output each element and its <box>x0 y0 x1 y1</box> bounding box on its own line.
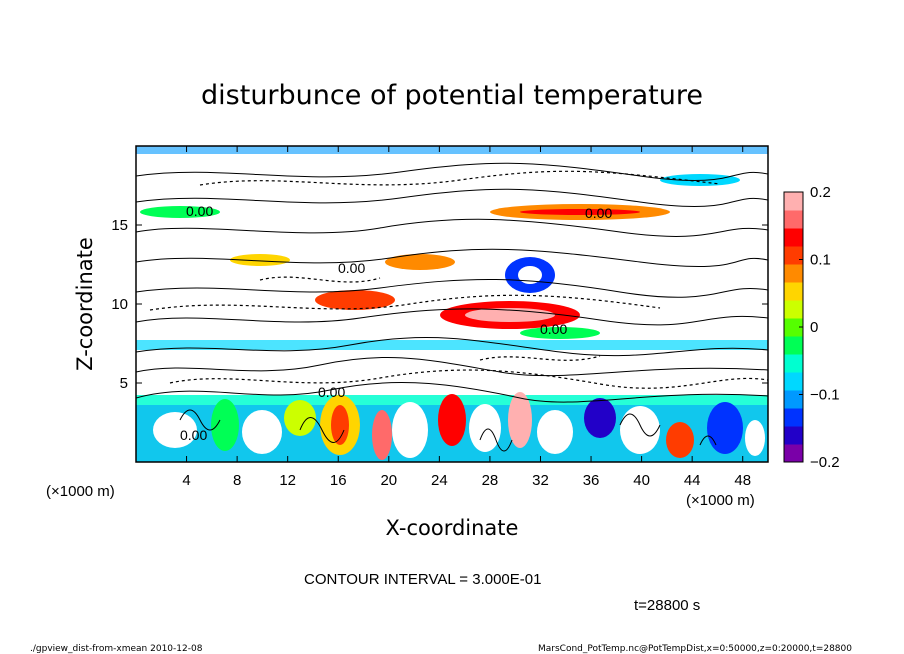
colorbar-cell <box>784 282 803 301</box>
colorbar-cell <box>784 354 803 373</box>
x-tick-label: 40 <box>633 472 650 489</box>
x-tick-label: 20 <box>380 472 397 489</box>
lower-plumes <box>153 392 765 460</box>
x-tick-label: 48 <box>734 472 751 489</box>
y-tick-label: 15 <box>111 217 128 234</box>
colorbar-cell <box>784 192 803 211</box>
x-tick-label: 24 <box>431 472 448 489</box>
colorbar-cell <box>784 336 803 355</box>
colorbar-cell <box>784 210 803 229</box>
contour-label: 0.00 <box>540 321 567 337</box>
colorbar-cell <box>784 390 803 409</box>
colorbar-cells <box>784 192 803 463</box>
colorbar-cell <box>784 408 803 427</box>
y-unit-label: (×1000 m) <box>46 483 115 500</box>
colorbar-tick-label: 0.2 <box>810 184 831 201</box>
middle-band <box>136 254 768 350</box>
heatmap-field: 0.00 0.00 0.00 0.00 0.00 0.00 <box>136 146 768 462</box>
y-axis-ticks: 5 10 15 <box>111 217 768 392</box>
x-tick-label: 12 <box>279 472 296 489</box>
y-tick-label: 10 <box>111 296 128 313</box>
y-tick-label: 5 <box>120 375 128 392</box>
colorbar-ticks: 0.2 0.1 0 −0.1 −0.2 <box>799 184 840 471</box>
colorbar-cell <box>784 444 803 463</box>
contour-label: 0.00 <box>186 203 213 219</box>
x-axis-label: X-coordinate <box>386 516 519 540</box>
colorbar-tick-label: 0.1 <box>810 252 831 269</box>
x-axis-ticks: 4 8 12 16 20 24 28 32 36 40 44 48 <box>182 146 751 489</box>
contour-label: 0.00 <box>585 205 612 221</box>
footer-right: MarsCond_PotTemp.nc@PotTempDist,x=0:5000… <box>538 644 852 654</box>
x-tick-label: 16 <box>330 472 347 489</box>
colorbar-cell <box>784 300 803 319</box>
x-unit-label: (×1000 m) <box>686 492 755 509</box>
time-text: t=28800 s <box>634 597 700 614</box>
dashed-contours <box>149 170 768 389</box>
plot-area: 0.00 0.00 0.00 0.00 0.00 0.00 <box>135 145 769 463</box>
contour-label: 0.00 <box>318 384 345 400</box>
colorbar-cell <box>784 246 803 265</box>
y-axis-label: Z-coordinate <box>73 237 97 371</box>
x-tick-label: 44 <box>684 472 701 489</box>
upper-band <box>136 146 768 266</box>
contour-label: 0.00 <box>338 260 365 276</box>
colorbar-cell <box>784 228 803 247</box>
x-tick-label: 28 <box>482 472 499 489</box>
colorbar-tick-label: 0 <box>810 319 818 336</box>
colorbar-cell <box>784 372 803 391</box>
chart-title: disturbunce of potential temperature <box>201 80 703 111</box>
contour-label: 0.00 <box>180 427 207 443</box>
x-tick-label: 8 <box>233 472 241 489</box>
colorbar-tick-label: −0.1 <box>810 387 840 404</box>
contour-lines <box>136 162 768 452</box>
x-tick-label: 4 <box>182 472 190 489</box>
colorbar: 0.2 0.1 0 −0.1 −0.2 <box>783 184 840 471</box>
x-tick-label: 36 <box>583 472 600 489</box>
colorbar-tick-label: −0.2 <box>810 454 840 471</box>
footer-left: ./gpview_dist-from-xmean 2010-12-08 <box>30 644 203 654</box>
x-tick-label: 32 <box>532 472 549 489</box>
colorbar-cell <box>784 318 803 337</box>
contour-interval-text: CONTOUR INTERVAL = 3.000E-01 <box>304 571 541 588</box>
colorbar-cell <box>784 426 803 445</box>
colorbar-cell <box>784 264 803 283</box>
